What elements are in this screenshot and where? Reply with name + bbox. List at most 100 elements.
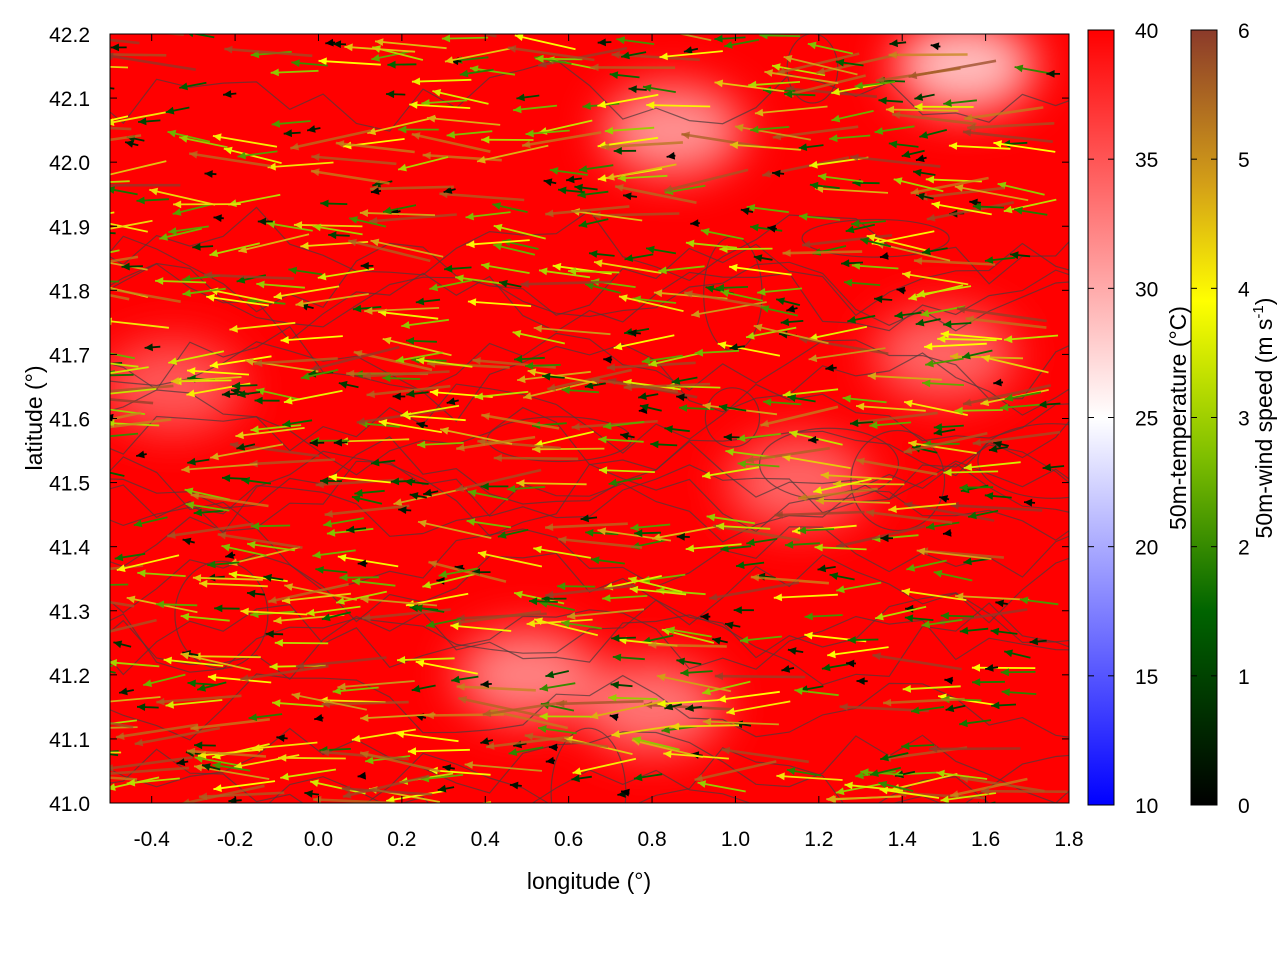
y-tick-label: 42.1 xyxy=(49,88,90,111)
wind-vector-head xyxy=(46,121,54,129)
x-tick-label: 0.6 xyxy=(554,828,583,851)
wind-vector-head xyxy=(93,371,102,379)
wind-colorbar-tick-label: 5 xyxy=(1238,149,1250,172)
wind-vector-head xyxy=(77,179,85,187)
wind-colorbar-tick-label: 1 xyxy=(1238,666,1250,689)
y-tick-label: 41.9 xyxy=(49,216,90,239)
y-tick-label: 41.0 xyxy=(49,793,90,816)
wind-vector-head xyxy=(92,348,101,356)
wind-vector-head xyxy=(47,709,56,717)
x-tick-label: -0.4 xyxy=(134,828,171,851)
wind-vector-head xyxy=(71,256,80,264)
wind-vector-head xyxy=(87,388,95,396)
wind-vector-head xyxy=(102,770,110,778)
temperature-colorbar-tick-label: 30 xyxy=(1135,278,1158,301)
wind-vector-head xyxy=(62,392,70,400)
temperature-colorbar-label: 50m-temperature (°C) xyxy=(1165,306,1191,530)
wind-vector-head xyxy=(97,172,106,180)
wind-vector xyxy=(92,232,116,233)
x-tick-label: 1.8 xyxy=(1054,828,1083,851)
wind-vector-head xyxy=(87,699,95,707)
wind-vector-head xyxy=(99,360,107,368)
wind-vector-head xyxy=(96,405,105,413)
wind-vector-head xyxy=(89,181,97,189)
wind-vector-head xyxy=(66,124,75,132)
wind-vector-head xyxy=(101,285,110,293)
temperature-colorbar-tick-label: 25 xyxy=(1135,408,1158,431)
y-tick-label: 41.3 xyxy=(49,601,90,624)
x-axis-label: longitude (°) xyxy=(527,868,651,894)
wind-vector xyxy=(79,371,115,379)
wind-vector xyxy=(532,449,604,450)
wind-vector xyxy=(426,715,504,716)
y-tick-label: 42.2 xyxy=(49,24,90,47)
y-tick-label: 41.8 xyxy=(49,280,90,303)
wind-vector-head xyxy=(60,142,69,150)
x-tick-label: 1.4 xyxy=(888,828,918,851)
wind-colorbar-label-end: ) xyxy=(1251,298,1277,306)
wind-vector-head xyxy=(60,569,69,577)
wind-colorbar-tick-label: 3 xyxy=(1238,408,1250,431)
wind-vector-head xyxy=(79,373,88,381)
y-tick-label: 41.1 xyxy=(49,729,90,752)
temperature-colorbar-tick-label: 35 xyxy=(1135,149,1158,172)
wind-colorbar-tick-label: 0 xyxy=(1238,795,1250,818)
wind-vector-head xyxy=(92,493,100,501)
wind-vector xyxy=(943,471,998,472)
wind-vector-head xyxy=(94,750,103,758)
wind-vector xyxy=(981,791,1067,792)
wind-vector xyxy=(193,656,261,657)
wind-vector-head xyxy=(105,53,114,61)
wind-vector-head xyxy=(102,432,111,440)
wind-vector xyxy=(783,252,863,254)
wind-vector-head xyxy=(93,424,102,432)
x-tick-label: 0.8 xyxy=(637,828,666,851)
wind-vector-head xyxy=(59,265,68,273)
y-axis-label: latitude (°) xyxy=(21,365,47,470)
wind-vector-head xyxy=(409,14,418,22)
wind-vector xyxy=(648,645,727,647)
wind-vector xyxy=(278,758,346,759)
y-tick-label: 41.2 xyxy=(49,665,90,688)
wind-vector-head xyxy=(79,50,87,58)
wind-vector xyxy=(79,54,166,55)
temperature-colorbar-tick-label: 10 xyxy=(1135,795,1158,818)
wind-vector-head xyxy=(104,318,113,326)
wind-vector xyxy=(409,16,496,36)
wind-vector-head xyxy=(74,254,83,262)
wind-vector-head xyxy=(92,229,100,237)
wind-vector-head xyxy=(102,390,111,398)
wind-vector-head xyxy=(99,84,108,92)
temperature-colorbar-tick-label: 15 xyxy=(1135,666,1158,689)
wind-colorbar-label-main: 50m-wind speed (m s xyxy=(1251,319,1277,539)
x-tick-label: 1.0 xyxy=(721,828,750,851)
wind-vector-head xyxy=(102,371,110,379)
y-tick-label: 41.7 xyxy=(49,344,90,367)
wind-vector-head xyxy=(60,61,68,69)
wind-vector xyxy=(92,496,110,497)
y-tick-label: 41.5 xyxy=(49,473,90,496)
plot-area xyxy=(46,14,1127,856)
wind-vector-head xyxy=(105,764,114,772)
wind-vector xyxy=(889,55,968,56)
wind-vector-head xyxy=(90,749,98,757)
wind-vector xyxy=(102,375,134,376)
x-tick-label: 1.6 xyxy=(971,828,1000,851)
wind-colorbar-tick-label: 4 xyxy=(1238,278,1250,301)
wind-vector xyxy=(494,458,579,459)
x-tick-label: -0.2 xyxy=(217,828,253,851)
wind-vector-head xyxy=(48,590,57,598)
wind-vector-head xyxy=(97,468,106,476)
wind-vector-head xyxy=(91,581,99,589)
wind-vector-head xyxy=(98,24,106,32)
wind-vector-head xyxy=(72,635,81,643)
x-tick-label: 0.4 xyxy=(471,828,501,851)
x-tick-label: 0.0 xyxy=(304,828,333,851)
y-tick-label: 42.0 xyxy=(49,152,90,175)
temperature-colorbar-tick-label: 20 xyxy=(1135,537,1158,560)
x-tick-label: 1.2 xyxy=(804,828,833,851)
